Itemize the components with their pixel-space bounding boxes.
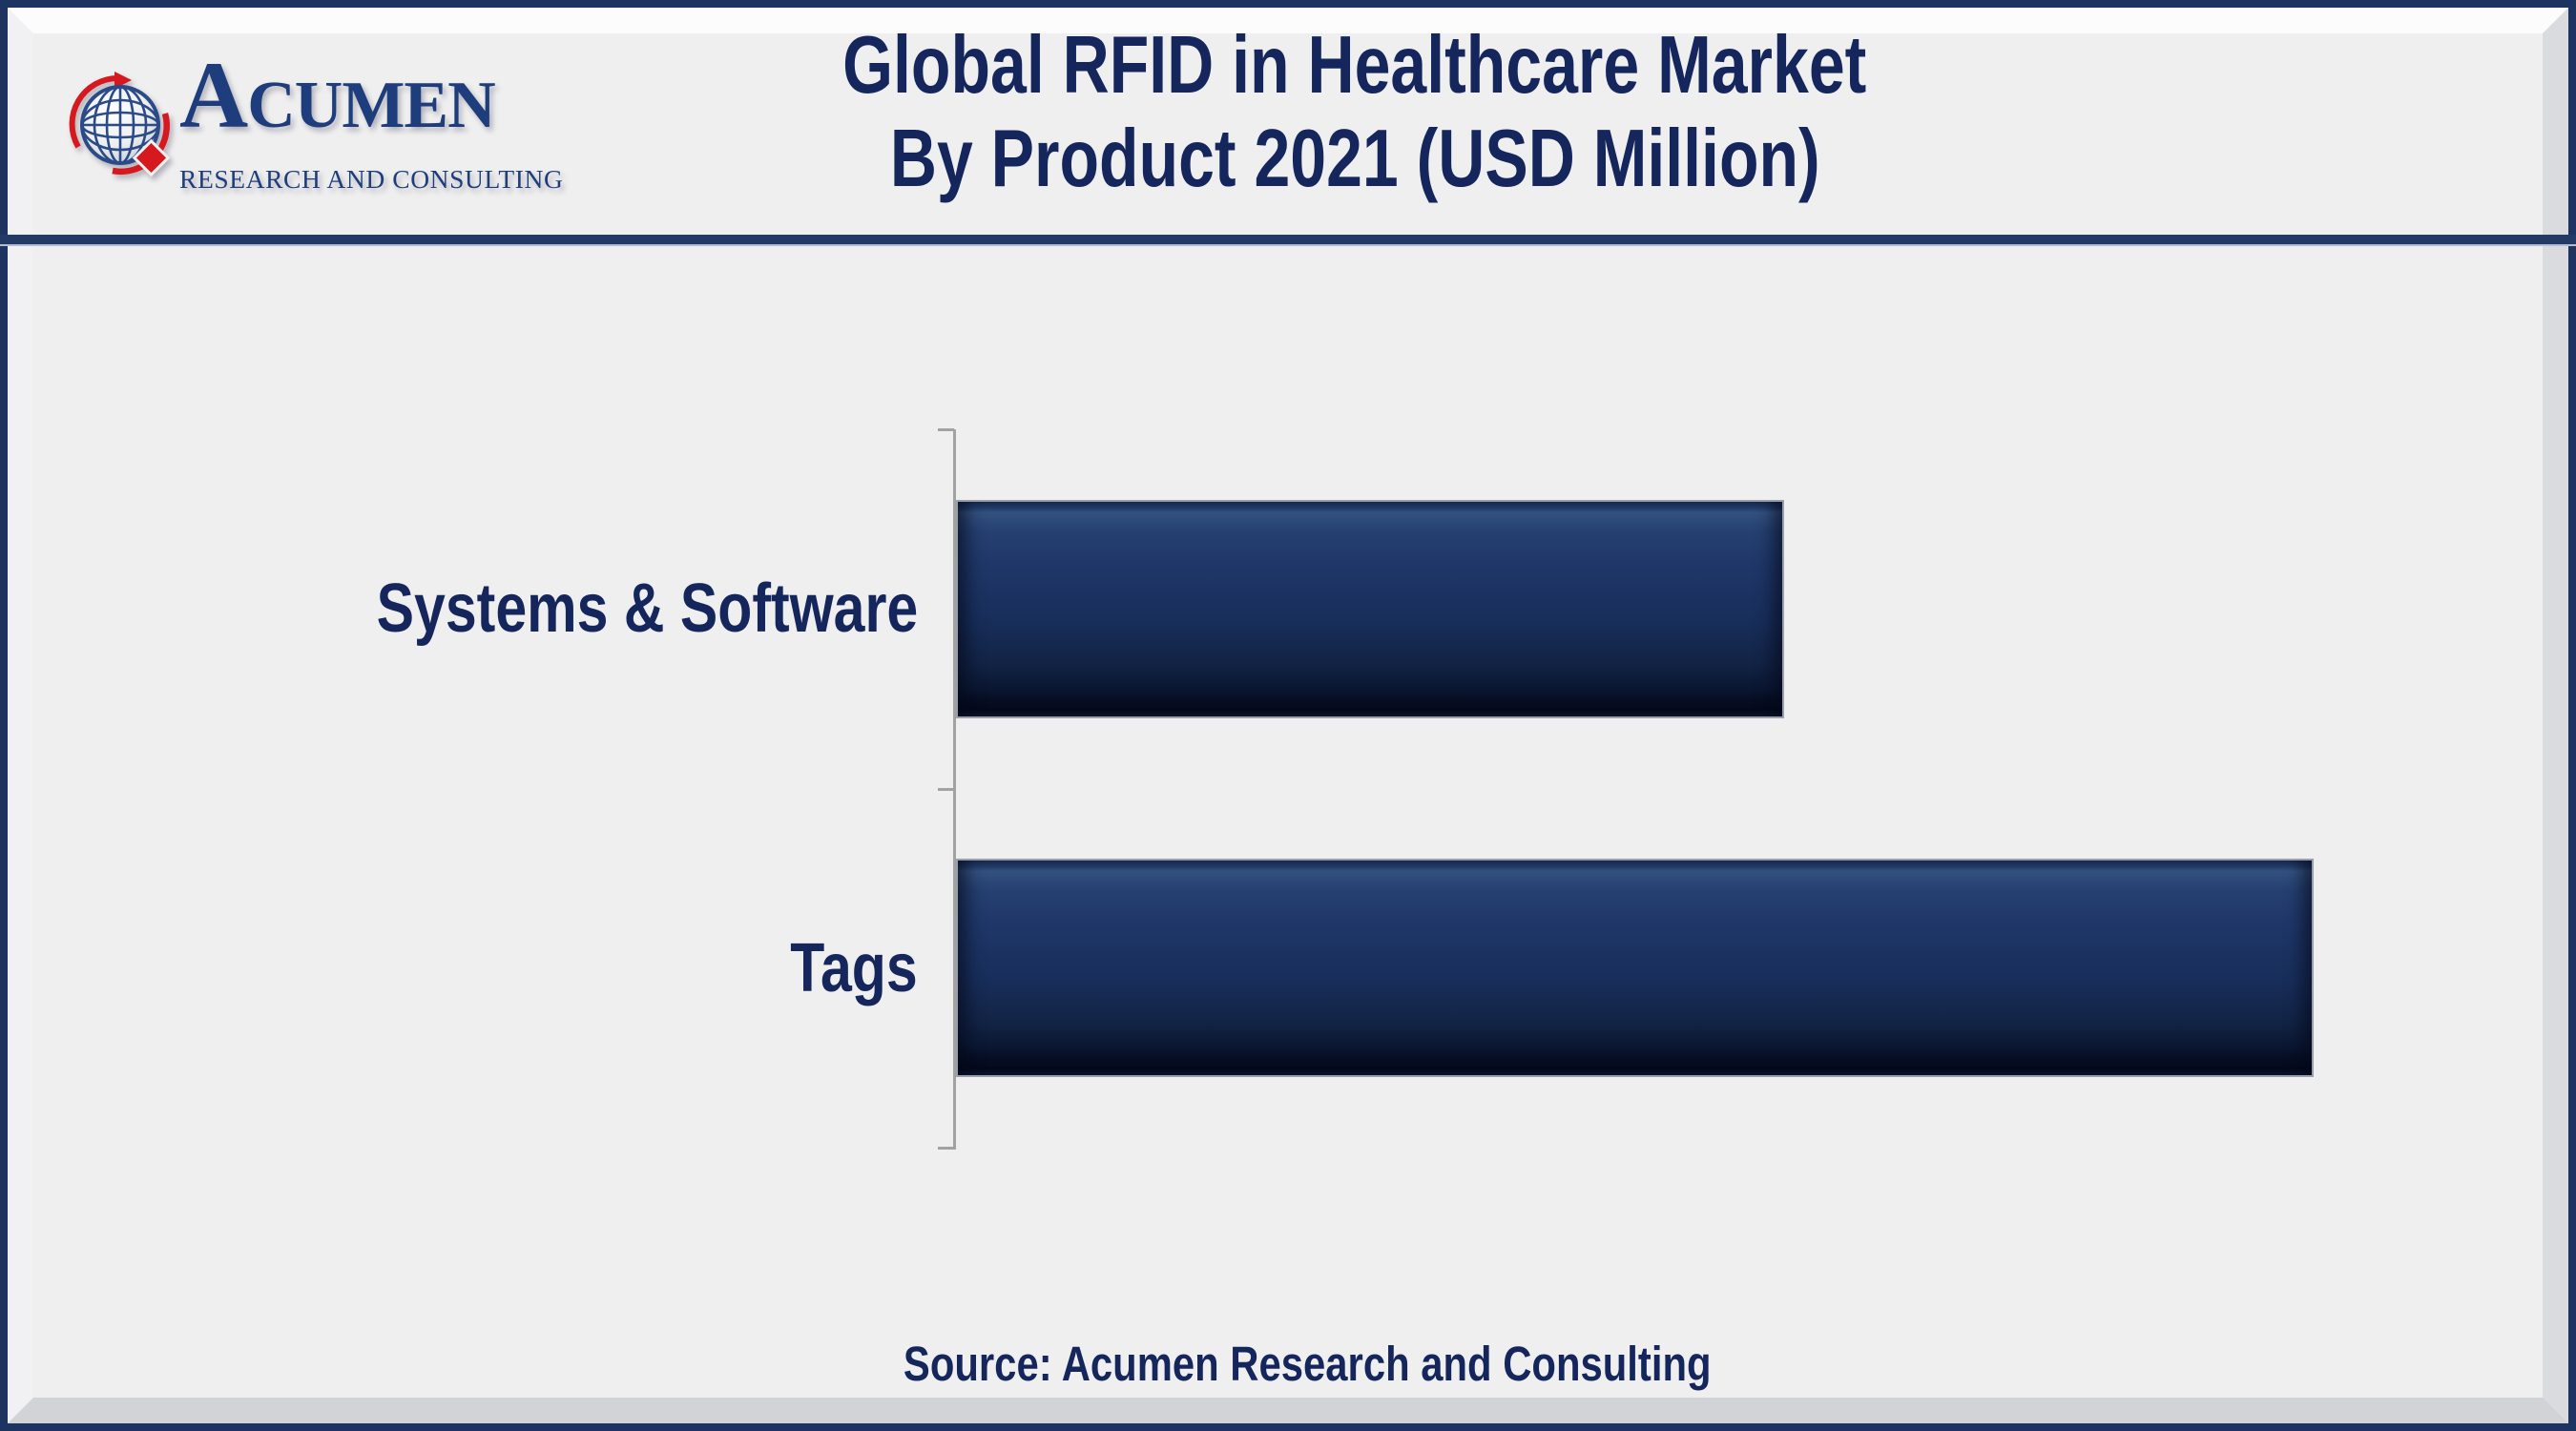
chart-title-line1: Global RFID in Healthcare Market xyxy=(842,20,1867,111)
bar-tags xyxy=(956,859,2314,1077)
axis-tick xyxy=(938,428,954,431)
chart-title-line2: By Product 2021 (USD Million) xyxy=(889,114,1820,204)
bar-systems-software xyxy=(956,500,1784,718)
y-axis-line xyxy=(953,429,956,1150)
chart-title: Global RFID in Healthcare Market By Prod… xyxy=(534,19,2175,206)
logo-subtitle: RESEARCH AND CONSULTING xyxy=(179,163,564,194)
logo-text: ACUMEN RESEARCH AND CONSULTING xyxy=(179,41,564,195)
axis-tick xyxy=(938,787,954,791)
axis-tick xyxy=(938,1147,954,1150)
category-label-tags: Tags xyxy=(790,930,918,1006)
header-divider xyxy=(0,235,2576,246)
acumen-logo: ACUMEN RESEARCH AND CONSULTING xyxy=(69,41,564,196)
logo-brand-name: ACUMEN xyxy=(179,41,496,148)
source-attribution: Source: Acumen Research and Consulting xyxy=(903,1337,1712,1391)
globe-icon xyxy=(69,72,171,177)
category-label-systems-software: Systems & Software xyxy=(376,570,918,647)
